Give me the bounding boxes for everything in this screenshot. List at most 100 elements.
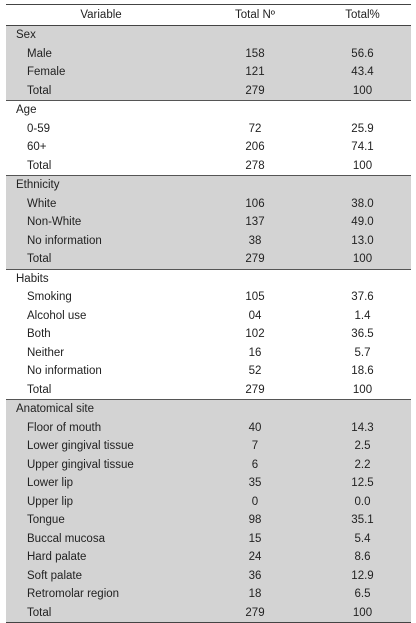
row-label: Lower lip — [27, 477, 74, 490]
row-total-n: 40 — [248, 421, 262, 434]
row-total-n: 279 — [245, 606, 265, 619]
header-total-n: Total Nº — [235, 9, 275, 21]
row-total-n: 36 — [248, 569, 262, 582]
table-row: No information 38 13.0 — [6, 232, 411, 251]
table-row: No information 52 18.6 — [6, 362, 411, 381]
row-total-n: 52 — [248, 365, 262, 378]
row-total-pct: 49.0 — [351, 216, 374, 229]
row-label: Total — [27, 383, 52, 396]
row-label: Upper lip — [27, 495, 74, 508]
row-total-pct: 5.4 — [354, 532, 371, 545]
table-row: 0-59 72 25.9 — [6, 120, 411, 139]
row-label: No information — [27, 365, 102, 378]
group-title: Anatomical site — [16, 403, 94, 416]
row-total-pct: 2.5 — [354, 440, 371, 453]
table-row: Buccal mucosa 15 5.4 — [6, 530, 411, 549]
row-label: Total — [27, 253, 52, 266]
group-title: Ethnicity — [16, 179, 60, 192]
row-label: Lower gingival tissue — [27, 440, 134, 453]
table-row: Hard palate 24 8.6 — [6, 548, 411, 567]
row-total-pct: 6.5 — [354, 588, 371, 601]
table-row: White 106 38.0 — [6, 195, 411, 214]
row-total-n: 7 — [251, 440, 259, 453]
row-label: Buccal mucosa — [27, 532, 105, 545]
row-total-n: 137 — [245, 216, 265, 229]
header-total-pct: Total% — [345, 9, 380, 21]
row-total-n: 15 — [248, 532, 262, 545]
row-total-pct: 36.5 — [351, 328, 374, 341]
row-total-pct: 100 — [352, 159, 373, 172]
row-total-pct: 100 — [352, 253, 373, 266]
total-row: Total 279 100 — [6, 604, 411, 623]
row-total-pct: 13.0 — [351, 234, 374, 247]
row-total-n: 24 — [248, 551, 262, 564]
table-group: Sex Male 158 56.6 Female 121 43.4 Total 279 100 — [6, 26, 411, 101]
row-label: Non-White — [27, 216, 82, 229]
table-row: Female 121 43.4 — [6, 63, 411, 82]
row-total-n: 6 — [251, 458, 259, 471]
table-body: Sex Male 158 56.6 Female 121 43.4 Total 279 100 Ag… — [6, 26, 411, 623]
table-group: Ethnicity White 106 38.0 Non-White 137 49.0 No … — [6, 176, 411, 270]
table-row: Neither 16 5.7 — [6, 344, 411, 363]
table-row: Upper gingival tissue 6 2.2 — [6, 456, 411, 475]
row-label: White — [27, 197, 57, 210]
table-row: Floor of mouth 40 14.3 — [6, 419, 411, 438]
row-total-n: 35 — [248, 477, 262, 490]
table-row: Retromolar region 18 6.5 — [6, 585, 411, 604]
table-row: Soft palate 36 12.9 — [6, 567, 411, 586]
row-total-n: 106 — [245, 197, 265, 210]
row-total-n: 0 — [251, 495, 259, 508]
data-table: Variable Total Nº Total% Sex Male 158 56.6 F… — [6, 4, 411, 623]
row-total-pct: 100 — [352, 606, 373, 619]
row-total-n: 278 — [245, 159, 265, 172]
table-row: Both 102 36.5 — [6, 325, 411, 344]
row-total-pct: 43.4 — [351, 66, 374, 79]
row-label: Floor of mouth — [27, 421, 102, 434]
table-group: Anatomical site Floor of mouth 40 14.3 Lower… — [6, 400, 411, 623]
group-title: Sex — [16, 29, 36, 42]
table-row: Lower lip 35 12.5 — [6, 474, 411, 493]
row-label: Smoking — [27, 291, 72, 304]
table-row: Smoking 105 37.6 — [6, 288, 411, 307]
total-row: Total 279 100 — [6, 250, 411, 269]
row-total-n: 72 — [248, 122, 262, 135]
row-label: Total — [27, 159, 52, 172]
table-row: 60+ 206 74.1 — [6, 138, 411, 157]
group-title: Age — [16, 104, 37, 117]
row-label: Male — [27, 47, 52, 60]
row-total-pct: 2.2 — [354, 458, 371, 471]
row-total-pct: 35.1 — [351, 514, 374, 527]
row-label: 60+ — [27, 141, 47, 154]
row-label: Upper gingival tissue — [27, 458, 134, 471]
row-label: Both — [27, 328, 51, 341]
row-total-n: 279 — [245, 383, 265, 396]
total-row: Total 279 100 — [6, 381, 411, 400]
row-total-pct: 18.6 — [351, 365, 374, 378]
row-total-pct: 56.6 — [351, 47, 374, 60]
row-label: Total — [27, 84, 52, 97]
group-title: Habits — [16, 272, 49, 285]
row-total-pct: 14.3 — [351, 421, 374, 434]
group-title-row: Age — [6, 101, 411, 120]
row-total-pct: 1.4 — [354, 309, 371, 322]
row-total-n: 04 — [248, 309, 262, 322]
row-label: Hard palate — [27, 551, 87, 564]
row-total-n: 98 — [248, 514, 262, 527]
row-total-pct: 100 — [352, 84, 373, 97]
row-label: Retromolar region — [27, 588, 120, 601]
row-label: Total — [27, 606, 52, 619]
row-total-pct: 12.5 — [351, 477, 374, 490]
row-total-n: 18 — [248, 588, 262, 601]
table-header-row: Variable Total Nº Total% — [6, 4, 411, 26]
table-row: Alcohol use 04 1.4 — [6, 307, 411, 326]
row-label: No information — [27, 234, 102, 247]
row-label: Soft palate — [27, 569, 82, 582]
row-total-pct: 100 — [352, 383, 373, 396]
row-total-pct: 12.9 — [351, 569, 374, 582]
row-total-n: 206 — [245, 141, 265, 154]
table-row: Tongue 98 35.1 — [6, 511, 411, 530]
table-row: Male 158 56.6 — [6, 45, 411, 64]
row-total-pct: 37.6 — [351, 291, 374, 304]
row-label: Female — [27, 66, 66, 79]
table-group: Age 0-59 72 25.9 60+ 206 74.1 Total 278 100 — [6, 101, 411, 176]
